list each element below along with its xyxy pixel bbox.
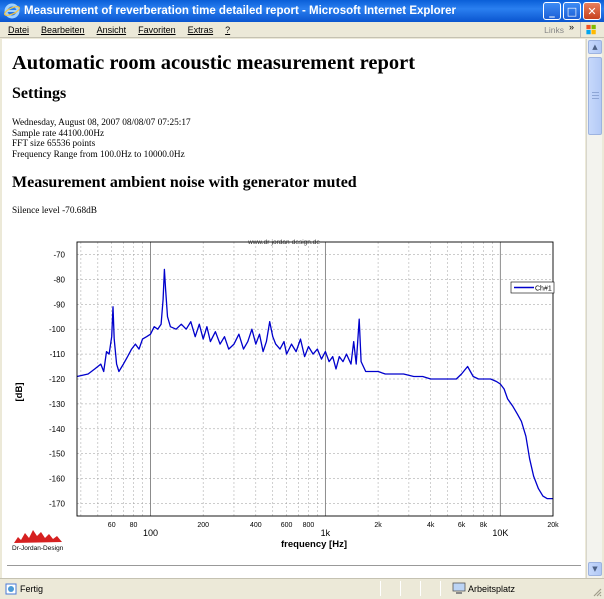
y-tick-label: -170: [49, 500, 66, 509]
security-zone: Arbeitsplatz: [468, 584, 516, 594]
scroll-down-button[interactable]: ▼: [588, 562, 602, 576]
y-tick-label: -150: [49, 450, 66, 459]
links-chevron-icon[interactable]: »: [568, 22, 574, 32]
x-tick-label: 6k: [458, 522, 466, 529]
x-tick-label: 80: [130, 522, 138, 529]
y-tick-label: -70: [53, 250, 65, 259]
silence-level: Silence level -70.68dB: [12, 206, 97, 216]
chart-x-label: frequency [Hz]: [281, 539, 347, 550]
chart-top-label: www.dr-jordan-design.de: [247, 239, 320, 246]
series-line-ch1: [76, 268, 553, 500]
x-major-tick-label: 10K: [492, 528, 508, 538]
menu-extras[interactable]: Extras: [187, 24, 214, 35]
menu-bearbeiten[interactable]: Bearbeiten: [41, 24, 85, 35]
page-title: Automatic room acoustic measurement repo…: [12, 52, 416, 74]
x-tick-label: 8k: [480, 522, 488, 529]
y-tick-label: -120: [49, 375, 66, 384]
legend-label: Ch#1: [535, 286, 552, 293]
settings-date: Wednesday, August 08, 2007 08/08/07 07:2…: [12, 118, 191, 128]
internet-explorer-icon: [4, 3, 20, 19]
dr-jordan-design-logo: Dr-Jordan-Design: [12, 530, 64, 552]
x-tick-label: 20k: [547, 522, 559, 529]
settings-sample-rate: Sample rate 44100.00Hz: [12, 128, 105, 139]
logo-text: Dr-Jordan-Design: [12, 545, 64, 552]
x-tick-label: 2k: [374, 522, 382, 529]
y-tick-label: -140: [49, 425, 66, 434]
y-tick-label: -160: [49, 475, 66, 484]
title-bar: Measurement of reverberation time detail…: [0, 0, 604, 22]
x-tick-label: 60: [108, 522, 116, 529]
x-tick-label: 4k: [427, 522, 435, 529]
menu-ansicht[interactable]: Ansicht: [96, 24, 127, 35]
my-computer-icon: [452, 582, 466, 594]
maximize-button[interactable]: □: [563, 2, 581, 20]
menu-favoriten[interactable]: Favoriten: [138, 24, 176, 35]
page-content: Automatic room acoustic measurement repo…: [2, 39, 585, 578]
x-tick-label: 800: [303, 522, 315, 529]
menu-datei[interactable]: Datei: [8, 24, 30, 35]
window-title: Measurement of reverberation time detail…: [24, 5, 456, 17]
x-tick-label: 400: [250, 522, 262, 529]
status-bar: Fertig Arbeitsplatz: [0, 578, 604, 599]
scroll-up-button[interactable]: ▲: [588, 40, 602, 54]
scroll-thumb[interactable]: [588, 57, 602, 135]
minimize-button[interactable]: _: [543, 2, 561, 20]
y-tick-label: -110: [50, 350, 66, 359]
vertical-scrollbar[interactable]: ▲ ▼: [586, 39, 602, 578]
x-major-tick-label: 100: [143, 528, 158, 538]
page-done-icon: [5, 583, 17, 595]
settings-details: Wednesday, August 08, 2007 08/08/07 07:2…: [12, 118, 191, 160]
x-major-tick-label: 1k: [321, 528, 331, 538]
settings-fft-size: FFT size 65536 points: [12, 139, 96, 149]
x-tick-label: 200: [197, 522, 209, 529]
chart-y-label: [dB]: [14, 383, 25, 402]
links-toolbar[interactable]: Links: [544, 25, 564, 35]
windows-flag-icon: [580, 22, 596, 38]
settings-heading: Settings: [12, 85, 67, 102]
bottom-divider: [7, 565, 581, 566]
y-tick-label: -130: [49, 400, 66, 409]
resize-grip-icon[interactable]: [592, 587, 602, 597]
menu-bar: Datei Bearbeiten Ansicht Favoriten Extra…: [0, 22, 604, 38]
noise-spectrum-chart: -70 -80 -90 -100 -110 -120 -130 -140 -150 -160 -17…: [12, 239, 559, 552]
y-tick-label: -100: [49, 325, 66, 334]
noise-heading: Measurement ambient noise with generator…: [12, 174, 357, 191]
y-tick-label: -90: [53, 300, 65, 309]
settings-frequency-range: Frequency Range from 100.0Hz to 10000.0H…: [12, 149, 185, 160]
chart-legend: Ch#1: [510, 281, 555, 294]
y-tick-label: -80: [53, 275, 65, 284]
menu-help[interactable]: ?: [225, 24, 231, 35]
x-tick-label: 600: [281, 522, 293, 529]
close-button[interactable]: ✕: [583, 2, 601, 20]
status-text: Fertig: [20, 584, 44, 594]
plot-frame: [76, 241, 554, 517]
